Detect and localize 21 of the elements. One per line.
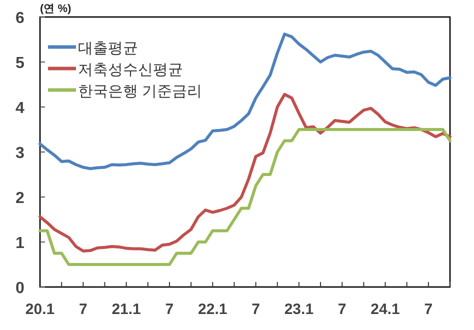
y-tick-label: 3	[16, 145, 25, 162]
x-tick-label: 22.1	[198, 301, 228, 318]
y-tick-label: 5	[16, 55, 25, 72]
y-tick-label: 2	[16, 190, 25, 207]
x-tick-label: 7	[424, 301, 433, 318]
y-tick-label: 6	[16, 10, 25, 27]
y-axis-title: (연 %)	[40, 3, 72, 15]
x-tick-label: 7	[338, 301, 346, 318]
x-tick-label: 7	[78, 301, 88, 318]
x-tick-label: 21.1	[112, 301, 141, 318]
x-tick-label: 23.1	[284, 301, 314, 318]
x-tick-label: 20.1	[25, 301, 55, 318]
y-tick-label: 1	[16, 235, 25, 252]
y-tick-label: 0	[16, 280, 25, 297]
x-tick-label: 7	[252, 301, 260, 318]
x-tick-label: 7	[165, 301, 174, 318]
x-tick-label: 24.1	[370, 301, 400, 318]
legend-label: 한국은행 기준금리	[78, 83, 202, 100]
legend-label: 대출평균	[78, 40, 138, 57]
legend-label: 저축성수신평균	[78, 62, 183, 78]
y-tick-label: 4	[16, 100, 25, 117]
